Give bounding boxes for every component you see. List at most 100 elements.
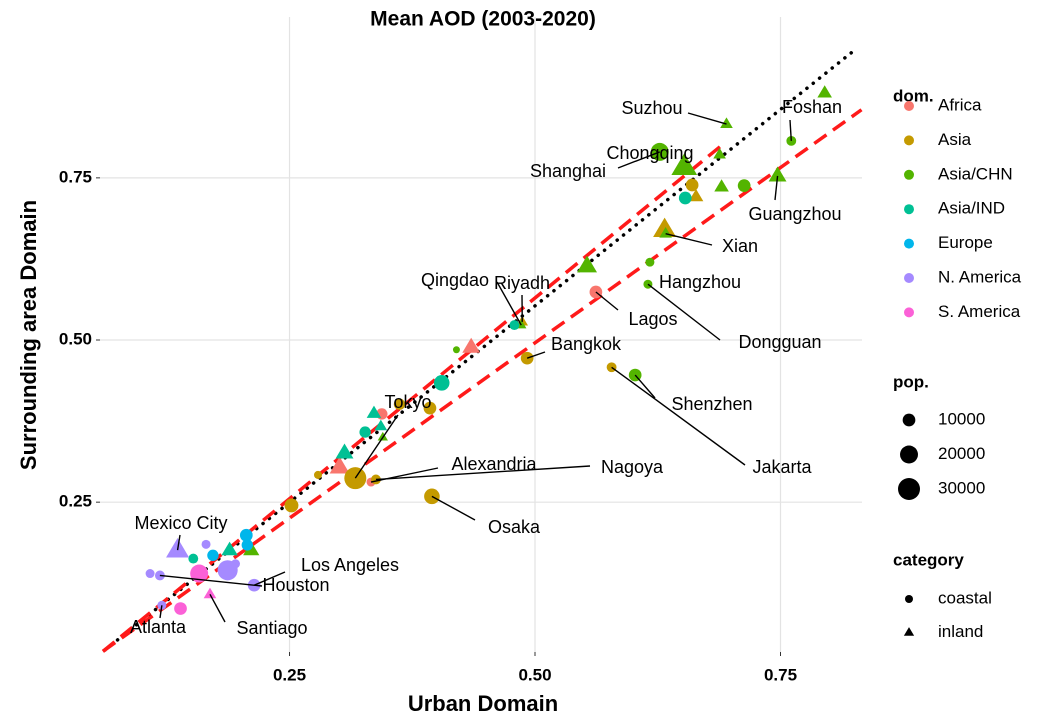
legend-label: Asia/IND <box>938 199 1005 218</box>
legend-label: Asia <box>938 130 972 149</box>
point-label: Foshan <box>782 97 842 117</box>
point <box>374 419 388 431</box>
y-axis-title: Surrounding area Domain <box>16 200 41 470</box>
point <box>207 549 219 562</box>
point <box>688 188 704 202</box>
point <box>645 257 655 267</box>
reference-line-dashed <box>101 144 723 653</box>
point <box>606 362 617 373</box>
point-label: Santiago <box>236 618 307 638</box>
category-legend-label: coastal <box>938 588 992 607</box>
point <box>452 346 460 354</box>
point-label: Los Angeles <box>301 555 399 575</box>
category-legend-key <box>903 627 915 636</box>
point <box>685 178 699 192</box>
point-label: Suzhou <box>621 98 682 118</box>
point-label: Tokyo <box>384 392 431 412</box>
point-label: Mexico City <box>134 513 227 533</box>
reference-line-dashed <box>101 108 863 653</box>
size-legend-label: 10000 <box>938 409 985 428</box>
point-label: Chongqing <box>606 143 693 163</box>
legend-key <box>904 169 914 180</box>
legend-key <box>904 204 914 215</box>
legend-key <box>904 101 914 111</box>
point <box>423 401 437 415</box>
legend-label: Europe <box>938 233 993 252</box>
point <box>174 602 187 615</box>
point <box>154 570 165 581</box>
label-leader <box>789 119 792 141</box>
point <box>190 564 209 583</box>
point <box>650 142 669 161</box>
label-leader <box>617 151 660 169</box>
point <box>359 426 371 438</box>
point <box>462 337 481 353</box>
category-legend-label: inland <box>938 622 983 641</box>
point <box>201 539 211 549</box>
legend-label: S. America <box>938 302 1021 321</box>
point <box>671 153 698 175</box>
label-leader <box>611 366 746 466</box>
label-leader <box>370 467 439 483</box>
point <box>145 569 155 579</box>
point <box>393 398 406 410</box>
point-label: Dongguan <box>738 332 821 352</box>
legend-key <box>904 135 914 146</box>
x-axis-title: Urban Domain <box>408 691 558 716</box>
point-label: Alexandria <box>451 454 537 474</box>
point <box>203 587 217 599</box>
x-tick-label: 0.75 <box>764 665 797 684</box>
label-leader <box>526 351 546 359</box>
label-leader <box>634 374 656 399</box>
point-label: Xian <box>722 236 758 256</box>
label-leader <box>253 571 286 586</box>
size-legend-key <box>898 478 920 500</box>
point-label: Riyadh <box>494 273 550 293</box>
point-label: Bangkok <box>551 334 622 354</box>
y-tick-label: 0.50 <box>59 329 92 348</box>
point <box>720 117 733 129</box>
label-leader <box>354 414 399 479</box>
point-label: Atlanta <box>130 617 187 637</box>
label-leader <box>647 283 721 341</box>
point <box>221 541 238 556</box>
point <box>577 255 598 273</box>
point <box>653 217 677 238</box>
point <box>188 553 199 564</box>
size-legend-label: 20000 <box>938 444 985 463</box>
point-label: Jakarta <box>752 457 812 477</box>
point <box>817 85 832 98</box>
point <box>366 405 382 418</box>
size-legend-key <box>902 413 916 427</box>
label-leader <box>595 291 619 311</box>
label-leader <box>496 281 522 326</box>
label-leader <box>375 465 591 481</box>
point <box>329 456 350 474</box>
legend-label: N. America <box>938 267 1022 286</box>
point <box>509 320 520 331</box>
point <box>737 179 751 192</box>
size-legend-label: 30000 <box>938 478 985 497</box>
point <box>241 539 253 551</box>
point <box>433 375 450 391</box>
label-leader <box>687 112 727 125</box>
point-label: Shanghai <box>530 161 606 181</box>
y-tick-label: 0.75 <box>59 167 92 186</box>
category-legend-title: category <box>893 550 964 569</box>
label-leader <box>159 574 263 587</box>
x-tick-label: 0.50 <box>518 665 551 684</box>
point-label: Nagoya <box>601 457 664 477</box>
point <box>284 498 299 513</box>
label-leader <box>159 605 163 619</box>
point-label: Lagos <box>628 309 677 329</box>
point <box>714 179 729 192</box>
label-leader <box>774 175 779 201</box>
point <box>768 166 787 182</box>
legend-key <box>904 273 914 283</box>
size-legend-key <box>900 445 918 464</box>
label-leader <box>431 495 476 521</box>
legend-label: Africa <box>938 95 982 114</box>
point <box>377 431 388 441</box>
point <box>231 559 241 569</box>
point-label: Hangzhou <box>659 272 741 292</box>
